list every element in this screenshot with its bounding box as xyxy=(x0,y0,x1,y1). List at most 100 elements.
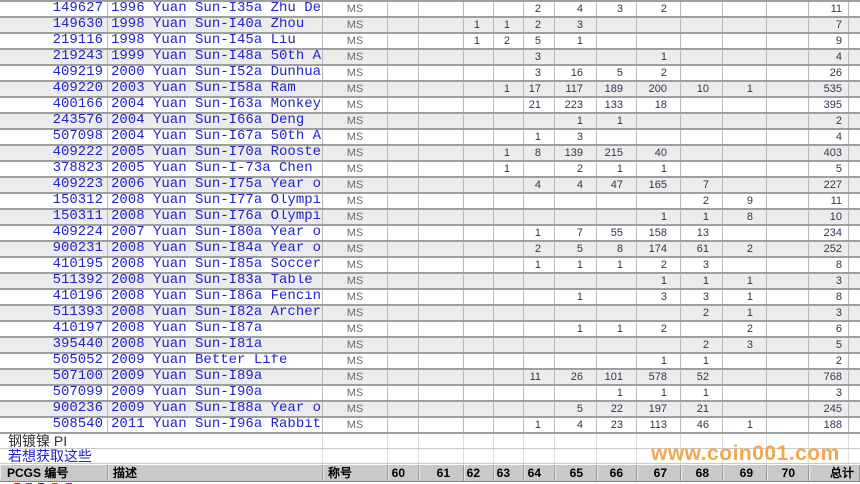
description-link[interactable]: 2005 Yuan Sun-I-73a Chen xyxy=(108,162,323,176)
grade-66-cell: 23 xyxy=(597,418,637,432)
grade-67-cell: 578 xyxy=(637,370,681,384)
table-row: 507098 2004 Yuan Sun-I67a 50th Ann MS 1 … xyxy=(0,130,860,146)
grade-66-cell xyxy=(597,290,637,304)
pcgs-number-link[interactable]: 409222 xyxy=(0,146,108,160)
description-link[interactable]: 2009 Yuan Sun-I89a xyxy=(108,370,323,384)
pcgs-number-link[interactable]: 508540 xyxy=(0,418,108,432)
pcgs-number-link[interactable]: 507100 xyxy=(0,370,108,384)
pcgs-number-link[interactable]: 410195 xyxy=(0,258,108,272)
grade-68-cell xyxy=(681,322,723,336)
description-link[interactable]: 1999 Yuan Sun-I48a 50th Ann xyxy=(108,50,323,64)
grade-68-cell: 52 xyxy=(681,370,723,384)
pcgs-number-link[interactable]: 511393 xyxy=(0,306,108,320)
grade-68-cell: 7 xyxy=(681,178,723,192)
description-link[interactable]: 2005 Yuan Sun-I70a Rooster xyxy=(108,146,323,160)
designation-cell: MS xyxy=(323,386,388,400)
grade-60-cell xyxy=(388,50,419,64)
pcgs-number-link[interactable]: 507099 xyxy=(0,386,108,400)
pcgs-number-link[interactable]: 400166 xyxy=(0,98,108,112)
description-link[interactable]: 2008 Yuan Sun-I84a Year of xyxy=(108,242,323,256)
table-header: PCGS 编号 描述 称号 60 61 62 63 64 65 66 67 68… xyxy=(0,464,860,482)
grade-63-cell xyxy=(494,210,524,224)
grade-61-cell xyxy=(419,418,464,432)
pcgs-number-link[interactable]: 900231 xyxy=(0,242,108,256)
grade-60-cell xyxy=(388,178,419,192)
grade-68-cell: 2 xyxy=(681,194,723,208)
grade-65-cell: 1 xyxy=(555,114,597,128)
description-link[interactable]: 2008 Yuan Sun-I76a Olympic xyxy=(108,210,323,224)
pcgs-number-link[interactable]: 149627 xyxy=(0,2,108,16)
pcgs-number-link[interactable]: 150311 xyxy=(0,210,108,224)
pcgs-number-link[interactable]: 409220 xyxy=(0,82,108,96)
pcgs-number-link[interactable]: 409224 xyxy=(0,226,108,240)
grade-67-cell: 1 xyxy=(637,162,681,176)
grade-69-cell: 2 xyxy=(723,322,767,336)
description-link[interactable]: 2009 Yuan Sun-I88a Year of xyxy=(108,402,323,416)
grade-63-cell xyxy=(494,290,524,304)
description-link[interactable]: 2008 Yuan Sun-I81a xyxy=(108,338,323,352)
grade-69-cell: 1 xyxy=(723,82,767,96)
grade-62-cell xyxy=(464,226,494,240)
description-link[interactable]: 1998 Yuan Sun-I40a Zhou xyxy=(108,18,323,32)
pcgs-number-link[interactable]: 219116 xyxy=(0,34,108,48)
pcgs-number-link[interactable]: 395440 xyxy=(0,338,108,352)
description-link[interactable]: 2006 Yuan Sun-I75a Year of xyxy=(108,178,323,192)
description-link[interactable]: 2008 Yuan Sun-I87a xyxy=(108,322,323,336)
pcgs-number-link[interactable]: 150312 xyxy=(0,194,108,208)
pcgs-number-link[interactable]: 900236 xyxy=(0,402,108,416)
grade-62-cell xyxy=(464,2,494,16)
header-grade-62: 62 xyxy=(464,465,494,481)
grade-61-cell xyxy=(419,370,464,384)
grade-65-cell xyxy=(555,354,597,368)
description-link[interactable]: 2008 Yuan Sun-I82a Archery xyxy=(108,306,323,320)
description-link[interactable]: 1998 Yuan Sun-I45a Liu xyxy=(108,34,323,48)
designation-cell: MS xyxy=(323,146,388,160)
pcgs-number-link[interactable]: 410196 xyxy=(0,290,108,304)
grade-69-cell xyxy=(723,18,767,32)
description-link[interactable]: 2003 Yuan Sun-I58a Ram xyxy=(108,82,323,96)
description-link[interactable]: 2004 Yuan Sun-I63a Monkey xyxy=(108,98,323,112)
description-link[interactable]: 2008 Yuan Sun-I77a Olympic xyxy=(108,194,323,208)
grade-65-cell: 1 xyxy=(555,34,597,48)
grade-65-cell: 2 xyxy=(555,162,597,176)
grade-64-cell: 3 xyxy=(524,66,555,80)
grade-70-cell xyxy=(767,194,809,208)
obtain-these-link[interactable]: 若想获取这些 xyxy=(0,449,323,463)
pcgs-number-link[interactable]: 378823 xyxy=(0,162,108,176)
designation-cell: MS xyxy=(323,322,388,336)
description-link[interactable]: 2000 Yuan Sun-I52a Dunhuang xyxy=(108,66,323,80)
pcgs-number-link[interactable]: 507098 xyxy=(0,130,108,144)
grade-60-cell xyxy=(388,402,419,416)
pcgs-number-link[interactable]: 505052 xyxy=(0,354,108,368)
description-link[interactable]: 2008 Yuan Sun-I86a Fencing xyxy=(108,290,323,304)
description-link[interactable]: 2007 Yuan Sun-I80a Year of xyxy=(108,226,323,240)
description-link[interactable]: 2004 Yuan Sun-I66a Deng xyxy=(108,114,323,128)
total-cell: 26 xyxy=(809,66,849,80)
pcgs-number-link[interactable]: 511392 xyxy=(0,274,108,288)
total-cell: 403 xyxy=(809,146,849,160)
description-link[interactable]: 1996 Yuan Sun-I35a Zhu De xyxy=(108,2,323,16)
table-row: 149627 1996 Yuan Sun-I35a Zhu De MS 2 4 … xyxy=(0,2,860,18)
description-link[interactable]: 2011 Yuan Sun-I96a Rabbit xyxy=(108,418,323,432)
grade-66-cell: 189 xyxy=(597,82,637,96)
grade-61-cell xyxy=(419,34,464,48)
description-link[interactable]: 2008 Yuan Sun-I83a Table xyxy=(108,274,323,288)
grade-62-cell xyxy=(464,194,494,208)
grade-63-cell xyxy=(494,242,524,256)
description-link[interactable]: 2004 Yuan Sun-I67a 50th Ann xyxy=(108,130,323,144)
grade-64-cell xyxy=(524,274,555,288)
pcgs-number-link[interactable]: 409219 xyxy=(0,66,108,80)
pcgs-number-link[interactable]: 149630 xyxy=(0,18,108,32)
description-link[interactable]: 2009 Yuan Better Life xyxy=(108,354,323,368)
grade-65-cell xyxy=(555,274,597,288)
grade-67-cell: 113 xyxy=(637,418,681,432)
description-link[interactable]: 2008 Yuan Sun-I85a Soccer xyxy=(108,258,323,272)
pcgs-number-link[interactable]: 219243 xyxy=(0,50,108,64)
pcgs-number-link[interactable]: 243576 xyxy=(0,114,108,128)
pcgs-number-link[interactable]: 409223 xyxy=(0,178,108,192)
table-row: 150312 2008 Yuan Sun-I77a Olympic MS 2 9… xyxy=(0,194,860,210)
total-cell: 8 xyxy=(809,258,849,272)
grade-63-cell: 2 xyxy=(494,34,524,48)
pcgs-number-link[interactable]: 410197 xyxy=(0,322,108,336)
description-link[interactable]: 2009 Yuan Sun-I90a xyxy=(108,386,323,400)
